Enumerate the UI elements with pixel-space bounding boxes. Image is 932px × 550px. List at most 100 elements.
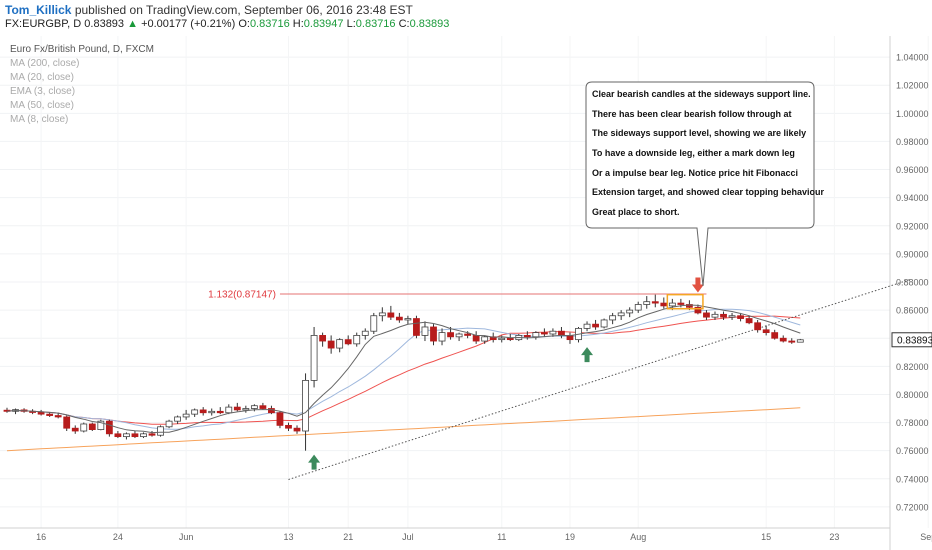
bull-candle [668,302,676,307]
bull-candle [438,332,446,342]
bear-candle [506,337,514,341]
last-price-tag: 0.83893 [891,332,932,348]
bull-candle [174,416,182,422]
bear-candle [114,433,122,438]
low-label: L: [346,18,356,30]
bear-candle [293,427,301,432]
x-tick-label: Jun [179,532,194,542]
bull-candle [378,312,386,317]
close-label: C: [398,18,410,30]
publish-info: Tom_Killick published on TradingView.com… [5,3,413,17]
fib-label: 1.132(0.87147) [208,289,276,300]
bear-candle [54,415,62,418]
bear-candle [779,337,787,342]
price-tag-box [891,332,932,348]
legend-ma50[interactable]: MA (50, close) [10,100,74,111]
bear-candle [46,413,54,416]
change-arrow-icon: ▲ [127,18,138,30]
bear-candle [558,330,565,336]
bear-candle [686,304,693,308]
x-tick-label: Jul [402,532,414,542]
ma50-line [6,315,801,425]
bear-candle [464,333,472,336]
callout-line-6: Extension target, and showed clear toppi… [592,187,825,197]
bear-candle [762,329,770,334]
last-price: 0.83893 [84,18,125,30]
y-tick-label: 1.00000 [896,109,929,119]
bear-candle [387,312,395,318]
bull-candle [404,318,412,321]
bull-candle [361,330,369,336]
y-tick-label: 1.04000 [896,53,929,63]
highlight-box [666,293,704,310]
y-tick-label: 0.98000 [896,137,929,147]
x-tick-label: 16 [36,532,46,542]
callout-box [585,81,815,287]
callout-line-5: Or a impulse bear leg. Notice price hit … [592,168,798,178]
fibonacci-extension[interactable]: 1.132(0.87147) [208,289,707,300]
x-tick-label: 13 [283,532,293,542]
symbol: FX:EURGBP, D [5,18,82,30]
bull-candle [208,410,216,414]
bull-candle [796,339,804,343]
bull-candle [498,337,506,341]
green-up-arrow-icon [308,454,321,470]
bear-candle [523,335,531,338]
bull-candle [583,323,591,329]
bull-candle [191,409,199,415]
high-value: 0.83947 [303,18,344,30]
legend-ma8[interactable]: MA (8, close) [10,114,68,125]
bear-candle [216,410,224,414]
bear-candle [63,416,71,429]
bear-candle [754,322,762,331]
x-tick-label: 15 [761,532,771,542]
legend-ma200[interactable]: MA (200, close) [10,58,79,69]
bear-candle [472,335,480,342]
bear-candle [344,339,352,345]
bull-candle [728,315,736,318]
bear-candle [148,433,156,436]
annotation-callout[interactable]: Clear bearish candles at the sideways su… [585,81,825,287]
ma20-line [6,308,801,430]
bear-candle [319,335,327,342]
x-tick-label: 21 [343,532,353,542]
author-link[interactable]: Tom_Killick [5,3,72,17]
bear-candle [737,315,744,319]
bull-candle [617,312,625,317]
ohlc-line: FX:EURGBP, D 0.83893 ▲ +0.00177 (+0.21%)… [5,18,449,30]
bear-candle [660,302,668,307]
ma200-path [6,407,801,452]
bear-candle [677,302,685,305]
bull-candle [250,405,258,409]
callout-line-1: Clear bearish candles at the sideways su… [592,89,811,99]
bear-candle [720,313,727,318]
bull-candle [549,330,557,335]
bear-candle [651,301,659,304]
bear-candle [745,318,753,324]
y-tick-label: 0.82000 [896,362,929,372]
y-axis-ticks: 1.04000 1.02000 1.00000 0.98000 0.96000 0.940… [896,53,929,513]
bull-candle [225,406,233,414]
legend-ema3[interactable]: EMA (3, close) [10,86,75,97]
support-trendline[interactable] [288,278,912,480]
published-text: published on TradingView.com, September … [74,3,413,17]
chart-axes [0,36,891,550]
bull-candle [609,315,617,321]
legend-ma20[interactable]: MA (20, close) [10,72,74,83]
bear-candle [327,340,335,349]
x-tick-label: 19 [565,532,575,542]
open-label: O: [238,18,250,30]
x-tick-label: 24 [113,532,123,542]
close-value: 0.83893 [409,18,450,30]
candlesticks [3,294,804,451]
high-label: H: [292,18,304,30]
change-value: +0.00177 (+0.21%) [141,18,236,30]
bull-candle [97,420,105,430]
ma20-path [6,308,801,430]
legend-title: Euro Fx/British Pound, D, FXCM [10,44,154,55]
bear-candle [285,424,292,429]
bear-candle [259,405,267,409]
bear-candle [395,316,403,321]
bear-candle [88,423,96,430]
